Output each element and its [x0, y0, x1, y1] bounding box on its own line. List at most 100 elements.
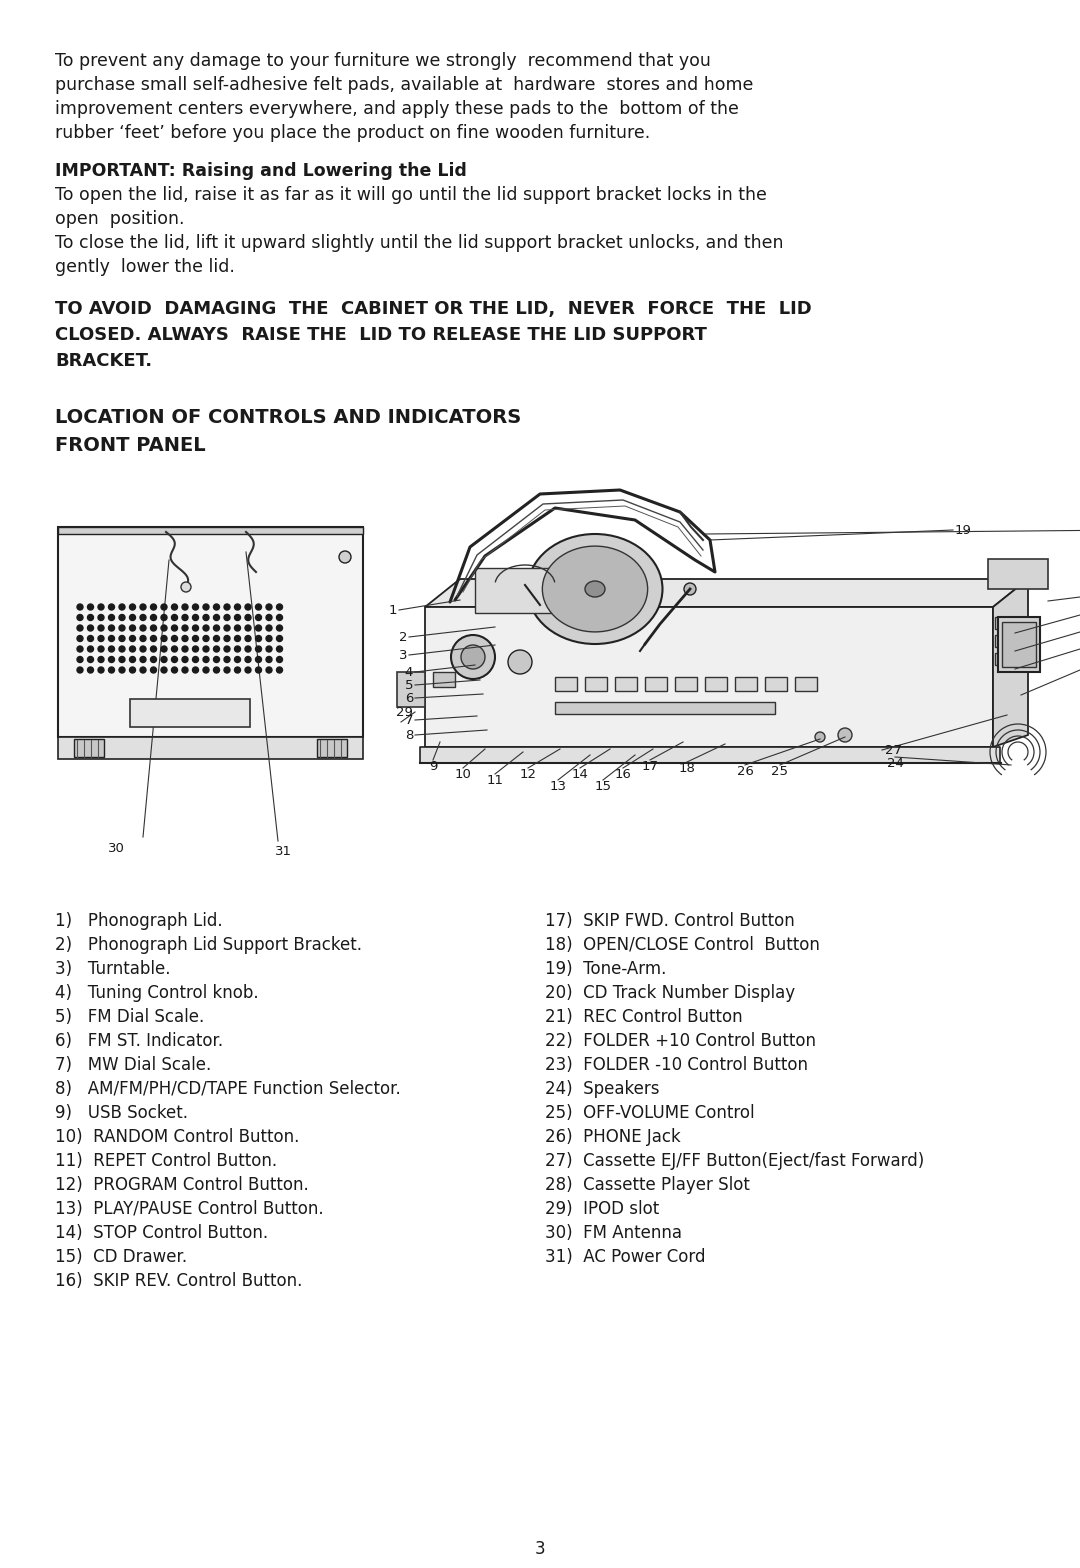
Text: 15: 15	[594, 779, 611, 793]
Circle shape	[245, 666, 251, 673]
Bar	[645, 677, 667, 691]
Text: 1: 1	[389, 604, 397, 616]
Text: BRACKET.: BRACKET.	[55, 351, 152, 370]
Text: 7: 7	[405, 713, 413, 726]
Text: 29)  IPOD slot: 29) IPOD slot	[545, 1200, 659, 1218]
Text: 17)  SKIP FWD. Control Button: 17) SKIP FWD. Control Button	[545, 913, 795, 930]
Text: purchase small self-adhesive felt pads, available at  hardware  stores and home: purchase small self-adhesive felt pads, …	[55, 75, 754, 94]
Text: 2: 2	[399, 630, 407, 643]
Text: 2)   Phonograph Lid Support Bracket.: 2) Phonograph Lid Support Bracket.	[55, 936, 362, 953]
Circle shape	[203, 657, 210, 663]
Text: 8)   AM/FM/PH/CD/TAPE Function Selector.: 8) AM/FM/PH/CD/TAPE Function Selector.	[55, 1080, 401, 1098]
Circle shape	[214, 626, 219, 630]
Text: 3: 3	[399, 649, 407, 662]
Text: improvement centers everywhere, and apply these pads to the  bottom of the: improvement centers everywhere, and appl…	[55, 100, 739, 118]
Circle shape	[119, 657, 125, 663]
Circle shape	[256, 646, 261, 652]
Circle shape	[245, 626, 251, 630]
Text: To open the lid, raise it as far as it will go until the lid support bracket loc: To open the lid, raise it as far as it w…	[55, 187, 767, 204]
Text: LOCATION OF CONTROLS AND INDICATORS: LOCATION OF CONTROLS AND INDICATORS	[55, 408, 522, 426]
Circle shape	[276, 626, 283, 630]
Circle shape	[203, 666, 210, 673]
Text: 5: 5	[405, 679, 413, 691]
Bar	[555, 677, 577, 691]
Circle shape	[276, 604, 283, 610]
Circle shape	[203, 626, 210, 630]
Circle shape	[224, 646, 230, 652]
Circle shape	[130, 626, 135, 630]
Circle shape	[203, 615, 210, 621]
Circle shape	[98, 657, 104, 663]
Circle shape	[119, 604, 125, 610]
Circle shape	[256, 604, 261, 610]
Circle shape	[183, 604, 188, 610]
Bar	[995, 616, 1013, 629]
Text: IMPORTANT: Raising and Lowering the Lid: IMPORTANT: Raising and Lowering the Lid	[55, 162, 467, 180]
Circle shape	[266, 635, 272, 641]
Circle shape	[150, 626, 157, 630]
Circle shape	[245, 604, 251, 610]
Text: 1)   Phonograph Lid.: 1) Phonograph Lid.	[55, 913, 222, 930]
Text: To close the lid, lift it upward slightly until the lid support bracket unlocks,: To close the lid, lift it upward slightl…	[55, 234, 783, 252]
Circle shape	[130, 666, 135, 673]
Circle shape	[256, 657, 261, 663]
Text: 19)  Tone-Arm.: 19) Tone-Arm.	[545, 960, 666, 978]
Text: 10)  RANDOM Control Button.: 10) RANDOM Control Button.	[55, 1127, 299, 1146]
Circle shape	[234, 635, 241, 641]
Circle shape	[150, 635, 157, 641]
Circle shape	[183, 666, 188, 673]
Circle shape	[77, 604, 83, 610]
Text: 15)  CD Drawer.: 15) CD Drawer.	[55, 1248, 187, 1265]
Text: 4: 4	[405, 665, 413, 679]
Circle shape	[508, 651, 532, 674]
Circle shape	[234, 666, 241, 673]
Circle shape	[130, 657, 135, 663]
Text: gently  lower the lid.: gently lower the lid.	[55, 259, 234, 276]
Bar	[318, 739, 347, 757]
Text: 12: 12	[519, 768, 537, 781]
Circle shape	[192, 626, 199, 630]
Text: 31: 31	[274, 845, 292, 858]
Circle shape	[140, 626, 146, 630]
Text: 16)  SKIP REV. Control Button.: 16) SKIP REV. Control Button.	[55, 1272, 302, 1290]
Circle shape	[276, 615, 283, 621]
Circle shape	[256, 615, 261, 621]
Circle shape	[234, 604, 241, 610]
Circle shape	[87, 604, 94, 610]
Circle shape	[87, 615, 94, 621]
Text: 14: 14	[571, 768, 589, 781]
Text: 5)   FM Dial Scale.: 5) FM Dial Scale.	[55, 1008, 204, 1025]
Text: 6: 6	[405, 691, 413, 704]
Circle shape	[119, 615, 125, 621]
Circle shape	[77, 615, 83, 621]
Circle shape	[256, 635, 261, 641]
Circle shape	[140, 657, 146, 663]
Circle shape	[214, 657, 219, 663]
Bar	[1002, 622, 1036, 666]
Bar	[995, 635, 1013, 648]
Circle shape	[119, 646, 125, 652]
Circle shape	[130, 635, 135, 641]
Bar	[995, 652, 1013, 665]
Circle shape	[172, 666, 177, 673]
Circle shape	[108, 626, 114, 630]
Bar	[675, 677, 697, 691]
Text: 19: 19	[955, 524, 972, 536]
Circle shape	[276, 646, 283, 652]
Circle shape	[838, 728, 852, 742]
Circle shape	[181, 582, 191, 593]
Text: open  position.: open position.	[55, 210, 185, 227]
Bar	[130, 699, 249, 728]
Circle shape	[87, 626, 94, 630]
Text: 30)  FM Antenna: 30) FM Antenna	[545, 1225, 681, 1242]
Circle shape	[192, 666, 199, 673]
Circle shape	[98, 635, 104, 641]
Bar	[765, 677, 787, 691]
Circle shape	[98, 666, 104, 673]
Bar	[585, 677, 607, 691]
Text: 3: 3	[535, 1540, 545, 1559]
Circle shape	[161, 635, 167, 641]
Circle shape	[108, 604, 114, 610]
Circle shape	[119, 666, 125, 673]
Circle shape	[245, 635, 251, 641]
